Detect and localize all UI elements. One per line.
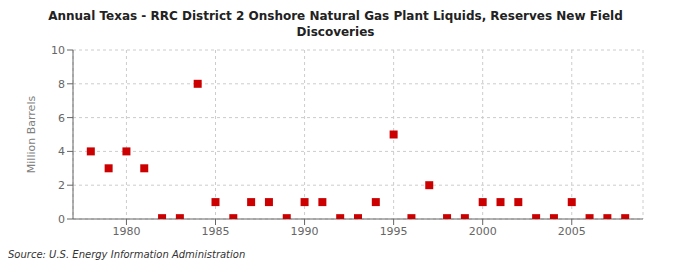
svg-text:Million Barrels: Million Barrels bbox=[25, 96, 38, 174]
svg-text:1990: 1990 bbox=[291, 225, 319, 238]
svg-text:1995: 1995 bbox=[380, 225, 408, 238]
svg-text:2000: 2000 bbox=[469, 225, 497, 238]
svg-text:4: 4 bbox=[58, 145, 65, 158]
svg-text:8: 8 bbox=[58, 78, 65, 91]
html-text:Discoveries: Discoveries bbox=[296, 25, 375, 39]
svg-text:1985: 1985 bbox=[202, 225, 230, 238]
html-text:Annual Texas - RRC District 2: Annual Texas - RRC District 2 Onshore Na… bbox=[48, 9, 623, 23]
svg-text:10: 10 bbox=[51, 44, 65, 57]
svg-text:2: 2 bbox=[58, 179, 65, 192]
svg-text:2005: 2005 bbox=[558, 225, 586, 238]
html-text:Source: U.S. Energy Informatio: Source: U.S. Energy Information Administ… bbox=[8, 249, 246, 260]
svg-text:6: 6 bbox=[58, 112, 65, 125]
svg-text:0: 0 bbox=[58, 213, 65, 226]
svg-text:1980: 1980 bbox=[112, 225, 140, 238]
